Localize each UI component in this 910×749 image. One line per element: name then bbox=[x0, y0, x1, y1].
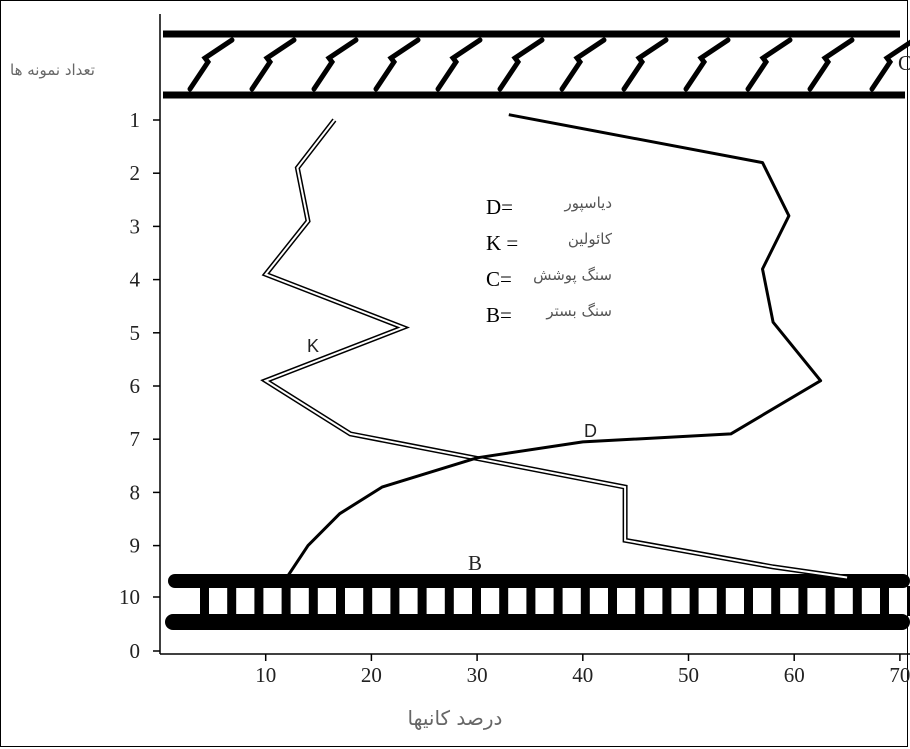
y-axis-title: تعداد نمونه ها bbox=[10, 61, 95, 79]
bedrock-rung bbox=[499, 586, 509, 616]
bedrock-rung bbox=[417, 586, 427, 616]
bedrock-rung bbox=[635, 586, 645, 616]
bedrock-rung bbox=[689, 586, 699, 616]
y-tick-label: 8 bbox=[130, 480, 141, 504]
hatch-stroke bbox=[435, 37, 483, 92]
bedrock-rung bbox=[662, 586, 672, 616]
x-axis-title: درصد کانیها bbox=[408, 706, 503, 730]
hatch-stroke bbox=[683, 37, 731, 92]
y-tick-label: 6 bbox=[130, 374, 141, 398]
hatch-stroke bbox=[187, 37, 235, 92]
legend-code: B= bbox=[486, 303, 512, 327]
legend-code: C= bbox=[486, 267, 512, 291]
x-tick-label: 10 bbox=[255, 663, 276, 687]
bedrock-rung bbox=[798, 586, 808, 616]
legend: D= دیاسپور K = کائولین C= سنگ پوشش B= سنگ بستر bbox=[486, 194, 613, 327]
bedrock-rung bbox=[553, 586, 563, 616]
y-tick-label: 7 bbox=[130, 427, 141, 451]
bedrock-rung bbox=[526, 586, 536, 616]
bedrock-rung bbox=[227, 586, 237, 616]
y-tick-label: 0 bbox=[130, 639, 141, 663]
bedrock-rung bbox=[472, 586, 481, 616]
bedrock-rung bbox=[608, 586, 617, 616]
series-k-line bbox=[260, 118, 848, 580]
bedrock-rung bbox=[907, 586, 910, 616]
bedrock-rung bbox=[825, 586, 835, 616]
bedrock-rung bbox=[336, 586, 345, 616]
bedrock-band: B bbox=[165, 551, 910, 630]
hatch-stroke bbox=[869, 39, 910, 92]
hatch-stroke bbox=[249, 37, 297, 92]
y-tick-label: 4 bbox=[130, 268, 141, 292]
bedrock-rung bbox=[308, 586, 318, 616]
hatch-stroke bbox=[621, 37, 669, 92]
bedrock-rung bbox=[852, 586, 862, 616]
y-tick-label: 9 bbox=[130, 534, 141, 558]
bedrock-rung bbox=[444, 586, 454, 616]
legend-name: سنگ بستر bbox=[545, 302, 612, 320]
hatch-stroke bbox=[373, 37, 421, 92]
bedrock-label: B bbox=[468, 551, 482, 575]
y-tick-label: 2 bbox=[130, 161, 141, 185]
x-tick-label: 20 bbox=[361, 663, 382, 687]
x-tick-label: 50 bbox=[678, 663, 699, 687]
series-d-tag: D bbox=[584, 421, 597, 441]
x-tick-label: 60 bbox=[784, 663, 805, 687]
bedrock-rung bbox=[771, 586, 781, 616]
y-tick-label: 10 bbox=[119, 585, 140, 609]
legend-name: سنگ پوشش bbox=[533, 266, 612, 285]
x-tick-label: 40 bbox=[572, 663, 593, 687]
bedrock-rung bbox=[880, 586, 889, 616]
y-tick-label: 3 bbox=[130, 214, 141, 238]
hatch-stroke bbox=[807, 37, 855, 92]
y-tick-label: 5 bbox=[130, 321, 141, 345]
bedrock-rung bbox=[716, 586, 726, 616]
legend-code: D= bbox=[486, 195, 513, 219]
bedrock-rung bbox=[580, 586, 590, 616]
series-d-line bbox=[285, 113, 823, 579]
y-tick-label: 1 bbox=[130, 108, 141, 132]
series-k-line-inner bbox=[263, 119, 848, 579]
x-tick-label: 70 bbox=[889, 663, 910, 687]
hatch-stroke bbox=[311, 37, 359, 92]
hatch-stroke bbox=[497, 37, 545, 92]
bedrock-rung bbox=[200, 586, 209, 616]
cover-rock-label: C bbox=[898, 51, 910, 75]
series-k-tag: K bbox=[307, 336, 319, 356]
bedrock-rung bbox=[281, 586, 291, 616]
legend-name: دیاسپور bbox=[563, 194, 612, 213]
bedrock-rung bbox=[363, 586, 373, 616]
hatch-stroke bbox=[559, 37, 607, 92]
bedrock-rung bbox=[254, 586, 264, 616]
bedrock-rung bbox=[744, 586, 753, 616]
bedrock-rung bbox=[390, 586, 400, 616]
x-tick-label: 30 bbox=[467, 663, 488, 687]
hatch-stroke bbox=[745, 37, 793, 92]
cover-rock-band: C bbox=[163, 30, 910, 99]
legend-name: کائولین bbox=[568, 230, 613, 248]
legend-code: K = bbox=[486, 231, 518, 255]
